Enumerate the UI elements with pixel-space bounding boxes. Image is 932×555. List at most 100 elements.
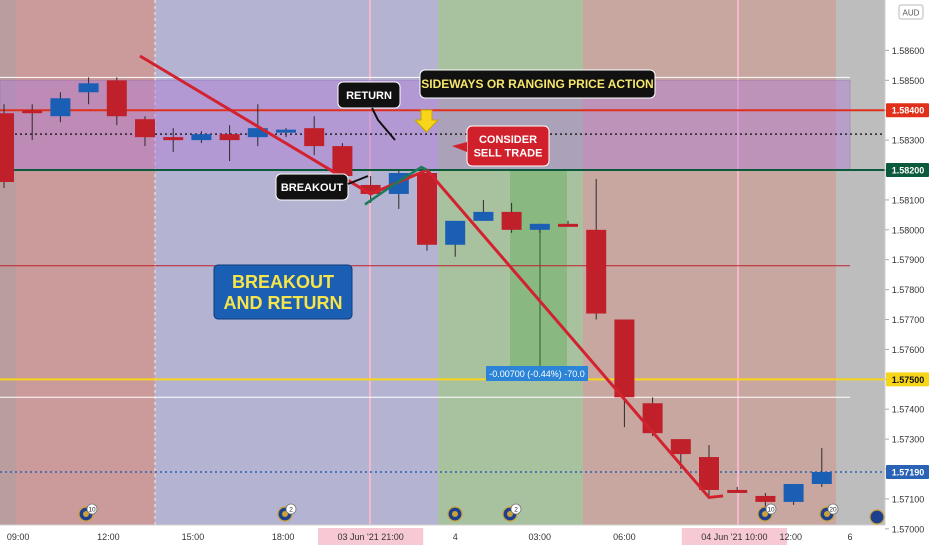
x-tick-label: 18:00: [272, 532, 295, 542]
candle-body-bull: [811, 472, 832, 484]
y-tick-label: 1.58000: [892, 225, 925, 235]
candle-body-bear: [614, 319, 635, 398]
y-tick-label: 1.57100: [892, 494, 925, 504]
breakout-return-line: [364, 165, 428, 206]
y-tick-label: 1.58300: [892, 136, 925, 146]
breakout-callout-box: [275, 173, 349, 201]
candle-body-bear: [727, 489, 748, 493]
consider-sell-callout-text: CONSIDER: [479, 134, 537, 146]
breakout-callout-text: BREAKOUT: [281, 182, 344, 194]
candle-body-bear: [332, 146, 353, 177]
y-tick-label: 1.58500: [892, 76, 925, 86]
candle-body-bull: [276, 129, 296, 133]
event-count-text: 2: [289, 507, 293, 514]
y-tick-label: 1.57300: [892, 435, 925, 445]
candle-body-bull: [191, 134, 212, 141]
sideways-callout-box: [419, 69, 656, 99]
price-axis: [885, 0, 932, 550]
event-count-badge: [827, 503, 839, 515]
candle-body-bear: [304, 128, 325, 147]
y-tick-label: 1.57400: [892, 405, 925, 415]
candle-body-bear: [163, 137, 184, 141]
time-highlight-box: [681, 528, 787, 545]
event-count-badge: [285, 503, 297, 515]
event-count-text: 10: [88, 507, 96, 514]
sell-trade-zone: [510, 170, 567, 380]
event-count-badge: [510, 503, 522, 515]
y-tick-label: 1.57700: [892, 315, 925, 325]
breakout-callout: BREAKOUT: [275, 173, 349, 201]
candle-body-bear: [219, 134, 240, 141]
consider-sell-callout-text: SELL TRADE: [474, 148, 543, 160]
consider-pointer: [452, 142, 467, 152]
y-tick-label: 1.57600: [892, 345, 925, 355]
return-callout-text: RETURN: [346, 90, 392, 102]
price-label-box: [886, 372, 929, 387]
event-flag-dot: [83, 511, 89, 517]
sideways-callout: SIDEWAYS OR RANGING PRICE ACTION: [419, 69, 656, 99]
title-line-2: AND RETURN: [224, 293, 343, 313]
price-label-box: [886, 163, 929, 178]
price-label: 1.58200: [892, 166, 925, 176]
x-tick-label: 12:00: [780, 532, 803, 542]
event-count-text: 20: [829, 507, 837, 514]
currency-label: AUD: [903, 9, 920, 18]
candle-body-bear: [106, 80, 127, 117]
x-tick-label: 06:00: [613, 532, 636, 542]
candle-body-bull: [247, 128, 268, 138]
session-band-2: [155, 0, 438, 525]
candle-body-bear: [135, 119, 155, 138]
x-tick-label: 03:00: [529, 532, 552, 542]
candle-body-bull: [473, 211, 494, 221]
x-tick-label: 4: [453, 532, 458, 542]
price-label: 1.57190: [892, 468, 925, 478]
x-tick-label: 6: [847, 532, 852, 542]
candle-body-bear: [0, 113, 14, 182]
sideways-callout-text: SIDEWAYS OR RANGING PRICE ACTION: [421, 77, 653, 91]
time-highlight-box: [318, 528, 424, 545]
price-label-box: [886, 465, 929, 480]
event-count-text: 2: [514, 507, 518, 514]
x-tick-label: 04 Jun '21 10:00: [701, 532, 767, 542]
event-count-text: 10: [767, 507, 775, 514]
measure-label: -0.00700 (-0.44%) -70.0: [489, 369, 585, 379]
candle-body-bear: [360, 184, 381, 194]
candle-body-bear: [558, 223, 578, 227]
session-band-1: [0, 0, 155, 525]
y-tick-label: 1.57800: [892, 285, 925, 295]
event-flag-dot: [824, 511, 830, 517]
y-tick-label: 1.58600: [892, 46, 925, 56]
candle-body-bear: [699, 457, 719, 490]
return-callout: RETURN: [337, 81, 401, 109]
y-tick-label: 1.57000: [892, 524, 925, 534]
title-line-1: BREAKOUT: [232, 272, 334, 292]
candle-body-bear: [501, 211, 522, 230]
return-callout-box: [337, 81, 401, 109]
session-band-5: [836, 0, 885, 525]
event-flag-icon[interactable]: [869, 509, 885, 525]
title-box: [213, 264, 353, 320]
left-edge-band: [0, 0, 16, 525]
x-tick-label: 12:00: [97, 532, 120, 542]
y-tick-label: 1.58100: [892, 195, 925, 205]
candle-body-bear: [755, 495, 776, 502]
measure-label-box: [486, 366, 588, 381]
candle-body-bear: [642, 403, 663, 434]
event-count-badge: [86, 503, 98, 515]
x-tick-label: 15:00: [182, 532, 205, 542]
candle-body-bear: [22, 110, 43, 114]
candle-body-bull: [529, 223, 550, 230]
price-label: 1.57500: [892, 375, 925, 385]
price-label-box: [886, 103, 929, 118]
breakout-pointer: [347, 175, 369, 185]
event-flag-dot: [762, 511, 768, 517]
event-flag-dot: [282, 511, 288, 517]
consider-sell-callout: CONSIDER SELL TRADE: [466, 125, 550, 167]
candle-body-bull: [78, 83, 99, 93]
y-tick-label: 1.57900: [892, 255, 925, 265]
candle-body-bull: [445, 220, 466, 245]
event-flag-dot: [507, 511, 513, 517]
yellow-down-arrow-icon: [413, 109, 440, 133]
